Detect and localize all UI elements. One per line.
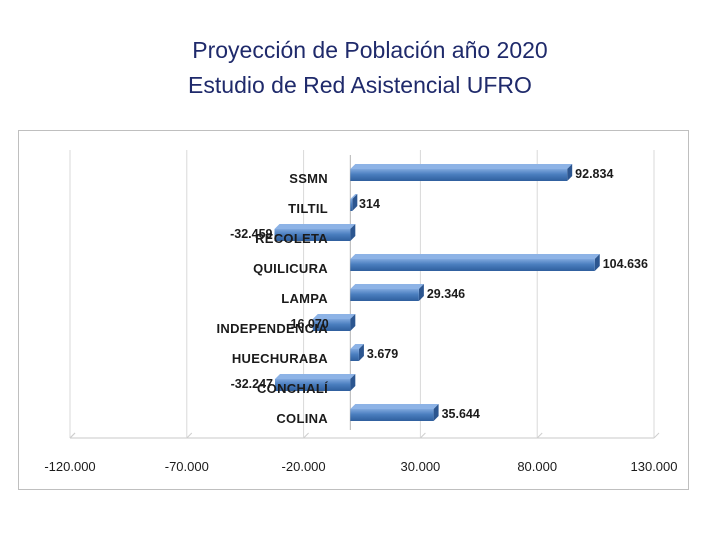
bar-top-face: [350, 284, 424, 289]
value-label: 104.636: [603, 257, 648, 271]
x-tick-label: -20.000: [282, 459, 326, 474]
bar-top-face: [350, 344, 364, 349]
bar-side-face: [350, 314, 356, 331]
bar: [350, 409, 434, 421]
bar-top-face: [350, 254, 600, 259]
value-label: -32.247: [231, 377, 273, 391]
gridline-depth: [536, 432, 543, 439]
bar: [312, 319, 351, 331]
bar-top-face: [274, 224, 356, 229]
bar-side-face: [350, 374, 356, 391]
x-tick-label: 130.000: [631, 459, 678, 474]
bar: [350, 199, 353, 211]
category-label: CONCHALÍ: [257, 381, 328, 396]
category-label: COLINA: [276, 411, 328, 426]
title-line-1: Proyección de Población año 2020: [192, 37, 548, 63]
category-label: SSMN: [289, 171, 328, 186]
bar-side-face: [350, 224, 356, 241]
x-tick-label: -70.000: [165, 459, 209, 474]
bar-top-face: [312, 314, 356, 319]
chart-frame: [18, 130, 689, 490]
bar-side-face: [567, 164, 573, 181]
bar: [350, 169, 568, 181]
gridline-depth: [420, 432, 426, 439]
bar-top-face: [350, 194, 358, 199]
x-tick-label: -120.000: [44, 459, 95, 474]
value-label: 314: [359, 197, 380, 211]
bar-top-face: [350, 164, 573, 169]
gridline-depth: [186, 432, 193, 439]
category-label: RECOLETA: [255, 231, 328, 246]
bar-side-face: [352, 194, 358, 211]
bar-side-face: [418, 284, 424, 301]
category-label: QUILICURA: [253, 261, 328, 276]
value-label: 92.834: [575, 167, 613, 181]
bar: [274, 229, 351, 241]
gridline-depth: [303, 432, 309, 439]
bar-side-face: [594, 254, 600, 271]
value-label: 35.644: [442, 407, 480, 421]
gridline-depth: [653, 432, 660, 439]
category-label: INDEPENDENCIA: [216, 321, 328, 336]
bar-top-face: [350, 404, 439, 409]
bar-side-face: [433, 404, 439, 421]
x-tick-label: 30.000: [401, 459, 441, 474]
x-tick-label: 80.000: [517, 459, 557, 474]
value-label: -16.070: [286, 317, 328, 331]
bar-top-face: [274, 374, 356, 379]
bar-layer: [274, 164, 600, 421]
bar: [350, 289, 419, 301]
bar: [350, 349, 359, 361]
category-label: LAMPA: [281, 291, 328, 306]
value-label: 3.679: [367, 347, 398, 361]
value-label: 29.346: [427, 287, 465, 301]
category-label: HUECHURABA: [232, 351, 328, 366]
value-label: -32.459: [230, 227, 272, 241]
gridline-depth: [69, 432, 76, 439]
bar-side-face: [358, 344, 364, 361]
category-label: TILTIL: [288, 201, 328, 216]
label-layer: -120.000 -70.000 -20.000 30.000 80.000 130.00…: [44, 167, 677, 474]
bar: [350, 259, 595, 271]
bar: [274, 379, 351, 391]
title-line-2: Estudio de Red Asistencial UFRO: [188, 72, 532, 98]
